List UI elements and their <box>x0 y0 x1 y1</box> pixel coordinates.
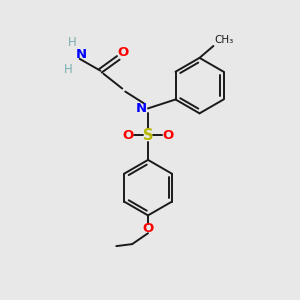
Text: CH₃: CH₃ <box>214 35 234 45</box>
Text: O: O <box>123 129 134 142</box>
Text: H: H <box>63 63 72 76</box>
Text: N: N <box>136 102 147 115</box>
Text: O: O <box>118 46 129 59</box>
Text: S: S <box>143 128 153 142</box>
Text: H: H <box>68 36 77 49</box>
Text: O: O <box>142 222 154 235</box>
Text: O: O <box>162 129 173 142</box>
Text: N: N <box>76 48 87 62</box>
